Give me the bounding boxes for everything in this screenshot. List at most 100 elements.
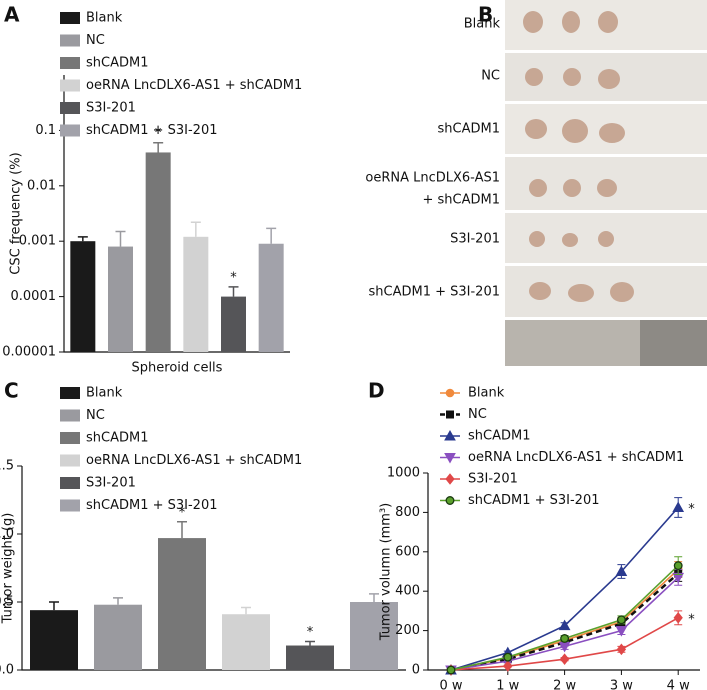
- y-tick-label: 1.0: [0, 527, 14, 542]
- bar: [258, 243, 284, 352]
- x-tick-label: 0 w: [439, 679, 462, 690]
- marker: [503, 660, 513, 672]
- x-tick-label: 1 w: [496, 679, 519, 690]
- row-label: + shCADM1: [422, 193, 500, 208]
- y-tick-label: 1.5: [0, 459, 14, 474]
- legend-label: Blank: [468, 386, 505, 401]
- bar: [145, 152, 171, 352]
- legend-label: S3I-201: [86, 476, 136, 491]
- legend-swatch: [60, 79, 80, 92]
- marker: [446, 410, 454, 419]
- marker: [615, 565, 628, 576]
- axis: [63, 75, 290, 353]
- marker: [615, 626, 628, 637]
- x-tick-label: 3 w: [610, 679, 633, 690]
- row-label: NC: [481, 69, 500, 84]
- marker: [560, 634, 570, 643]
- legend-swatch: [60, 34, 80, 47]
- legend-label: shCADM1 + S3I-201: [468, 493, 600, 508]
- legend-label: oeRNA LncDLX6-AS1 + shCADM1: [86, 453, 302, 468]
- x-tick-label: 4 w: [667, 679, 690, 690]
- marker: [444, 453, 456, 464]
- error-bar: [153, 141, 164, 153]
- marker: [445, 388, 455, 398]
- legend-swatch: [60, 387, 80, 399]
- marker: [445, 496, 455, 505]
- bar: [158, 538, 206, 670]
- row-label: oeRNA LncDLX6-AS1: [365, 171, 500, 186]
- y-tick-label: 0: [412, 663, 420, 678]
- annotation: *: [688, 612, 695, 627]
- error-bar: [241, 606, 251, 615]
- y-tick-label: 0.001: [19, 234, 56, 249]
- marker: [616, 643, 627, 656]
- marker: [559, 653, 570, 665]
- bar: [286, 645, 334, 670]
- y-tick-label: 1000: [387, 466, 420, 481]
- y-tick-label: 0.01: [27, 178, 56, 193]
- marker: [446, 665, 456, 675]
- error-bar: [113, 597, 123, 605]
- legend-swatch: [60, 499, 80, 512]
- y-tick-label: 400: [395, 584, 420, 599]
- marker: [444, 429, 456, 441]
- legend-swatch: [60, 477, 80, 489]
- legend-swatch: [60, 124, 80, 137]
- legend-label: shCADM1: [468, 429, 530, 444]
- bar: [94, 604, 142, 670]
- bar: [350, 602, 398, 670]
- y-tick-label: 0.5: [0, 595, 14, 610]
- error-bar: [228, 286, 239, 297]
- y-tick-label: 0.1: [35, 123, 56, 138]
- line: [450, 572, 680, 672]
- annotation: *: [307, 625, 314, 640]
- marker: [673, 561, 683, 571]
- panel-label: B: [478, 3, 493, 27]
- legend-label: shCADM1 + S3I-201: [86, 123, 218, 138]
- row-label: shCADM1: [438, 122, 500, 137]
- row-label: Blank: [464, 17, 501, 32]
- legend-label: S3I-201: [86, 101, 136, 116]
- error-bar: [305, 640, 315, 646]
- panel-label: A: [4, 3, 20, 27]
- legend-swatch: [60, 409, 80, 422]
- bar: [30, 610, 78, 670]
- legend-label: S3I-201: [468, 472, 518, 487]
- marker: [558, 619, 571, 631]
- annotation: *: [155, 126, 162, 141]
- marker: [445, 473, 455, 485]
- y-tick-label: 600: [395, 544, 420, 559]
- x-tick-label: 2 w: [553, 679, 576, 690]
- bar: [70, 241, 96, 352]
- legend-swatch: [60, 57, 80, 69]
- legend-label: shCADM1 + S3I-201: [86, 498, 218, 513]
- error-bar: [190, 221, 201, 237]
- legend-label: oeRNA LncDLX6-AS1 + shCADM1: [468, 450, 684, 465]
- y-tick-label: 200: [395, 623, 420, 638]
- annotation: *: [179, 505, 186, 520]
- photo-strip: [505, 0, 707, 366]
- y-axis-label: Tumor volumn (mm³): [379, 503, 394, 642]
- panel-label: C: [4, 379, 19, 403]
- y-axis-label: Tumor weight (g): [1, 513, 16, 625]
- legend-label: oeRNA LncDLX6-AS1 + shCADM1: [86, 78, 302, 93]
- y-axis-label: CSC frequency (%): [9, 152, 24, 274]
- legend-label: Blank: [86, 11, 123, 26]
- error-bar: [369, 593, 379, 602]
- error-bar: [49, 601, 59, 611]
- legend-label: NC: [86, 33, 105, 48]
- legend-swatch: [60, 454, 80, 467]
- y-tick-label: 0.0: [0, 663, 14, 678]
- error-bar: [77, 236, 88, 242]
- marker: [616, 615, 626, 625]
- marker: [503, 652, 513, 662]
- row-label: S3I-201: [450, 232, 500, 247]
- panel-label: D: [368, 379, 385, 403]
- y-tick-label: 0.00001: [2, 345, 56, 360]
- marker: [673, 611, 683, 624]
- marker: [672, 501, 685, 512]
- x-axis-label: Spheroid cells: [132, 361, 223, 376]
- legend-label: shCADM1: [86, 431, 148, 446]
- y-tick-label: 0.0001: [11, 289, 57, 304]
- legend-swatch: [60, 432, 80, 444]
